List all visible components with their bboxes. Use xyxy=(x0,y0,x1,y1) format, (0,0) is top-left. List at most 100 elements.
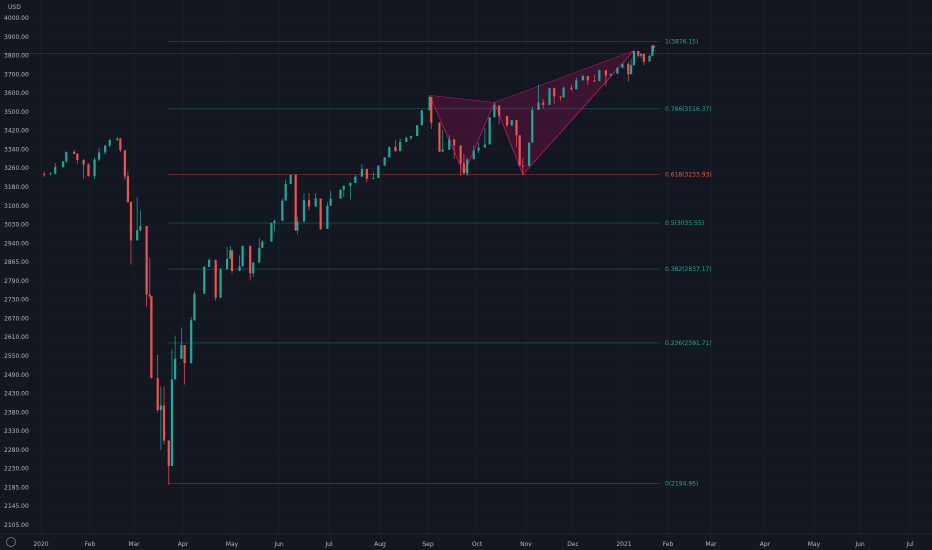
candle-body xyxy=(372,178,375,180)
candle xyxy=(383,157,386,166)
candle-body xyxy=(388,146,391,158)
candle-body xyxy=(139,226,142,231)
y-tick-label: 3030.00 xyxy=(4,222,29,229)
candle xyxy=(203,265,206,294)
candle xyxy=(548,87,551,105)
candle-body xyxy=(621,63,624,68)
candle xyxy=(302,193,306,222)
pattern-triangle-xab xyxy=(429,95,495,174)
candle xyxy=(281,198,284,221)
candle xyxy=(581,74,584,81)
candle xyxy=(139,210,142,232)
candle-body xyxy=(339,189,342,199)
y-axis[interactable]: 2105.00 2145.00 2185.00 2230.00 2280.00 2330.… xyxy=(4,15,29,529)
candle-body xyxy=(553,88,556,97)
fib-level-label: 0.5(3035.55) xyxy=(665,220,704,227)
y-tick-label: 2230.00 xyxy=(4,466,29,473)
candle xyxy=(119,137,122,153)
fibonacci-retracement[interactable]: 1(3876.15) 0.786(3516.37) 0.618(3233.93) 0.… xyxy=(0,38,932,487)
x-tick-label: 2020 xyxy=(33,541,48,548)
candle xyxy=(604,70,608,87)
candle-body xyxy=(230,250,234,271)
candle xyxy=(459,145,462,176)
candle-body xyxy=(394,146,397,152)
candle xyxy=(510,120,513,126)
candle xyxy=(354,174,357,184)
candle-body xyxy=(273,220,276,223)
candle xyxy=(219,267,222,298)
candle xyxy=(98,147,101,162)
candle xyxy=(54,163,57,175)
candle xyxy=(632,50,636,66)
candle-body xyxy=(193,293,196,321)
candle-body xyxy=(462,163,466,174)
candle-body xyxy=(441,149,444,152)
candle-body xyxy=(542,102,545,105)
candle xyxy=(562,86,565,98)
candle-body xyxy=(642,53,645,62)
candle-body xyxy=(627,63,630,75)
candle xyxy=(360,164,364,177)
candle-body xyxy=(438,122,441,152)
candle xyxy=(621,63,624,69)
candle-body xyxy=(284,183,287,201)
candle-body xyxy=(521,165,524,167)
candle xyxy=(314,193,317,207)
candle xyxy=(409,135,413,141)
x-tick-label: Sep xyxy=(422,541,434,548)
candle-body xyxy=(129,202,133,241)
candle-body xyxy=(616,67,619,74)
candle xyxy=(652,45,655,52)
candle xyxy=(521,157,524,175)
candle xyxy=(416,125,419,137)
x-tick-label: Mar xyxy=(128,541,140,548)
candle-body xyxy=(326,205,329,229)
candle xyxy=(190,317,193,364)
candle-body xyxy=(377,165,380,179)
candle-body xyxy=(159,405,162,411)
candle-body xyxy=(156,377,159,411)
y-tick-label: 2280.00 xyxy=(4,447,29,454)
candle-body xyxy=(604,70,608,76)
candle xyxy=(329,190,332,206)
x-axis[interactable]: 2020 Feb Mar Apr May Jun Jul Aug Sep Oct Nov Dec 202… xyxy=(0,533,932,548)
x-tick-label: Jun xyxy=(273,541,284,548)
candle-body xyxy=(354,176,357,184)
candle-body xyxy=(477,147,480,151)
candle xyxy=(399,138,402,152)
fib-level-label: 0.618(3233.93) xyxy=(665,171,712,178)
y-tick-label: 2865.00 xyxy=(4,259,29,266)
candle xyxy=(637,51,640,58)
candle-body xyxy=(302,200,306,222)
candle xyxy=(420,110,423,126)
candle-body xyxy=(488,117,491,145)
candle xyxy=(273,219,276,232)
candle xyxy=(448,134,451,150)
candle xyxy=(394,139,397,152)
candle xyxy=(441,129,444,153)
candle-body xyxy=(104,145,107,153)
candle xyxy=(339,189,342,199)
candle xyxy=(528,142,531,166)
candle-body xyxy=(598,70,601,82)
candle xyxy=(349,182,352,200)
candle-body xyxy=(632,51,636,66)
candle xyxy=(609,73,612,77)
candle-body xyxy=(360,168,364,177)
x-tick-label: Jul xyxy=(905,541,914,548)
y-tick-label: 3800.00 xyxy=(4,53,29,60)
candle xyxy=(167,440,170,485)
candle xyxy=(116,137,119,141)
candle xyxy=(123,150,126,180)
candle xyxy=(428,95,431,111)
candle-body xyxy=(466,159,469,174)
candle-body xyxy=(62,161,65,168)
candle xyxy=(319,198,322,230)
y-tick-label: 2490.00 xyxy=(4,372,29,379)
candle-body xyxy=(226,258,229,270)
y-tick-label: 2105.00 xyxy=(4,522,29,529)
logo[interactable] xyxy=(6,537,16,547)
x-tick-label: May xyxy=(226,541,239,548)
fib-level-label: 0.382(2837.17) xyxy=(665,266,712,273)
